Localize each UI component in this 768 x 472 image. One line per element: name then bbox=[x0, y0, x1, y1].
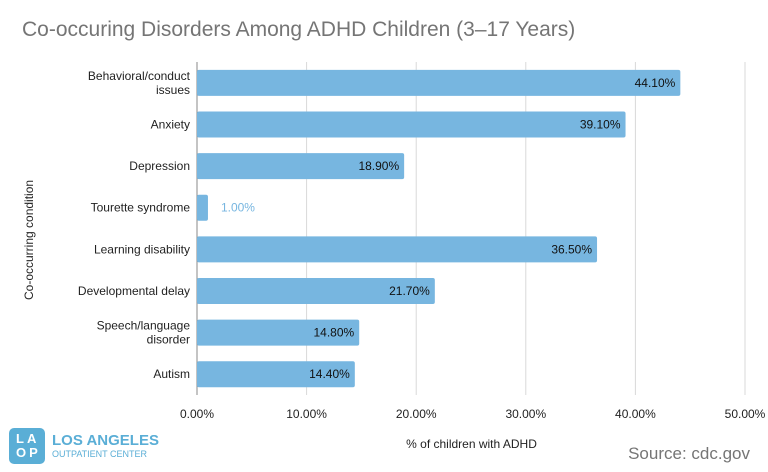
logo-line2: OUTPATIENT CENTER bbox=[52, 448, 148, 459]
x-tick-label: 20.00% bbox=[396, 407, 437, 421]
x-tick-label: 10.00% bbox=[286, 407, 327, 421]
category-label: Behavioral/conduct bbox=[88, 69, 191, 83]
category-label: disorder bbox=[147, 333, 190, 347]
category-label: Learning disability bbox=[94, 242, 190, 256]
bar bbox=[197, 361, 355, 388]
bar bbox=[197, 69, 681, 96]
category-label: Depression bbox=[129, 159, 190, 173]
logo-mark-bottom: OP bbox=[16, 445, 41, 460]
bar bbox=[197, 319, 360, 346]
data-label: 1.00% bbox=[221, 201, 255, 215]
y-axis-label: Co-occurring condition bbox=[22, 179, 36, 300]
bar bbox=[197, 236, 598, 263]
logo-text: LOS ANGELES OUTPATIENT CENTER bbox=[52, 431, 159, 460]
logo-line1: LOS ANGELES bbox=[52, 431, 159, 449]
bar bbox=[197, 194, 208, 221]
logo-mark-top: LA bbox=[16, 431, 40, 446]
data-label: 14.80% bbox=[314, 326, 355, 340]
logo: LA OP LOS ANGELES OUTPATIENT CENTER bbox=[9, 428, 159, 464]
category-label: Speech/language bbox=[97, 319, 191, 333]
x-tick-label: 40.00% bbox=[615, 407, 656, 421]
category-label: Anxiety bbox=[151, 117, 190, 131]
x-tick-label: 50.00% bbox=[725, 407, 766, 421]
bar bbox=[197, 277, 435, 304]
data-label: 36.50% bbox=[551, 242, 592, 256]
x-axis-label: % of children with ADHD bbox=[406, 437, 537, 451]
chart-title: Co-occuring Disorders Among ADHD Childre… bbox=[22, 18, 576, 41]
bar bbox=[197, 153, 405, 180]
x-tick-label: 30.00% bbox=[505, 407, 546, 421]
x-tick-label: 0.00% bbox=[180, 407, 214, 421]
bar bbox=[197, 111, 626, 138]
category-label: Developmental delay bbox=[78, 284, 190, 298]
data-label: 39.10% bbox=[580, 117, 621, 131]
category-label: Autism bbox=[153, 367, 190, 381]
category-label: issues bbox=[156, 83, 190, 97]
category-label: Tourette syndrome bbox=[91, 201, 191, 215]
logo-mark: LA OP bbox=[9, 428, 45, 464]
data-label: 18.90% bbox=[358, 159, 399, 173]
data-label: 14.40% bbox=[309, 367, 350, 381]
data-label: 44.10% bbox=[635, 76, 676, 90]
data-label: 21.70% bbox=[389, 284, 430, 298]
source-text: Source: cdc.gov bbox=[628, 444, 750, 463]
